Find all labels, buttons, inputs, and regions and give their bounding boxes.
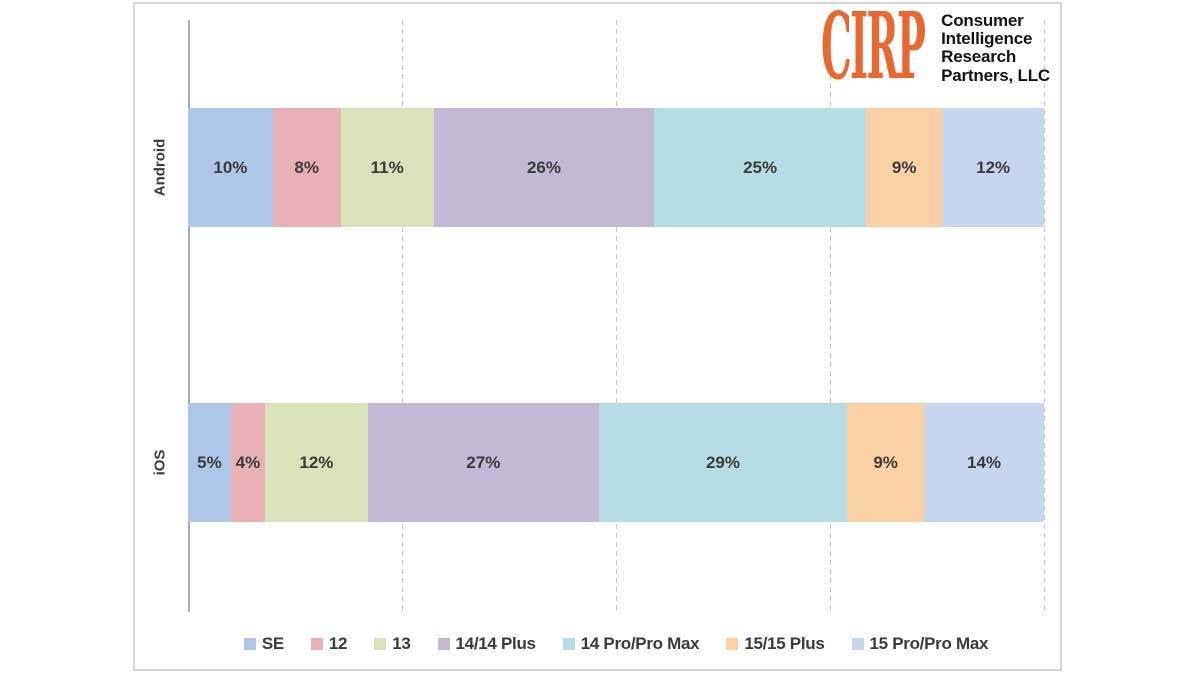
y-axis-label-box-android: Android <box>138 108 182 227</box>
y-axis-label-ios: iOS <box>151 449 169 476</box>
legend-label: 14 Pro/Pro Max <box>580 634 700 653</box>
legend-item-15-15-plus: 15/15 Plus <box>726 634 825 654</box>
segment-value-label: 4% <box>235 452 261 472</box>
segment-value-label: 12% <box>299 452 334 472</box>
legend-swatch <box>562 638 575 650</box>
bar-android: 10% 8% 11% 26% 25% 9% 12% <box>188 108 1044 227</box>
gridline-50 <box>616 20 617 612</box>
y-axis-line <box>188 20 190 612</box>
legend-label: 15 Pro/Pro Max <box>869 634 989 653</box>
legend-item-14-pro-pro-max: 14 Pro/Pro Max <box>562 634 700 654</box>
legend-swatch <box>851 638 864 650</box>
legend-label: 13 <box>392 634 411 653</box>
bar-segment-ios-14-14-plus: 27% <box>367 403 599 522</box>
legend-swatch <box>437 638 450 650</box>
segment-value-label: 11% <box>370 157 404 177</box>
bar-segment-android-14-pro-pro-max: 25% <box>654 108 867 227</box>
bar-segment-ios-se: 5% <box>188 403 231 522</box>
legend-item-15-pro-pro-max: 15 Pro/Pro Max <box>851 634 989 654</box>
bar-segment-ios-14-pro-pro-max: 29% <box>598 403 848 522</box>
cirp-logo: CIRP Consumer Intelligence Research Part… <box>821 0 1050 100</box>
legend-label: 14/14 Plus <box>455 634 536 653</box>
segment-value-label: 14% <box>967 452 1002 472</box>
bar-segment-android-se: 10% <box>188 108 273 227</box>
tagline-line: Consumer <box>941 11 1024 30</box>
segment-value-label: 10% <box>213 157 248 177</box>
bar-segment-ios-15-pro-pro-max: 14% <box>924 403 1044 522</box>
segment-value-label: 26% <box>526 157 561 177</box>
segment-value-label: 8% <box>294 157 319 177</box>
bar-segment-android-15-pro-pro-max: 12% <box>942 108 1044 227</box>
legend-item-13: 13 <box>374 634 411 654</box>
y-axis-label-android: Android <box>151 138 169 197</box>
segment-value-label: 25% <box>743 157 778 177</box>
gridline-100 <box>1044 20 1045 612</box>
legend-item-12: 12 <box>310 634 348 654</box>
bar-segment-android-12: 8% <box>272 108 341 227</box>
segment-value-label: 29% <box>705 452 740 472</box>
cirp-brand-text: CIRP <box>821 0 926 100</box>
y-axis-label-box-ios: iOS <box>138 403 182 522</box>
tagline-line: Intelligence <box>941 29 1033 49</box>
legend: SE 12 13 14/14 Plus 14 Pro/Pro Max 15/15 Plus… <box>188 634 1044 654</box>
legend-swatch <box>243 638 256 650</box>
bar-ios: 5% 4% 12% 27% 29% 9% 14% <box>188 403 1044 522</box>
bar-segment-ios-15-15-plus: 9% <box>847 403 925 522</box>
bar-segment-android-15-15-plus: 9% <box>866 108 943 227</box>
segment-value-label: 9% <box>873 452 898 472</box>
tagline-line: Research <box>941 47 1017 67</box>
legend-label: 12 <box>328 634 348 653</box>
gridline-25 <box>402 20 403 612</box>
bar-segment-ios-13: 12% <box>265 403 368 522</box>
cirp-logo-wordmark: CIRP <box>821 0 933 100</box>
tagline-line: Partners, LLC <box>941 65 1050 85</box>
legend-swatch <box>726 638 739 650</box>
segment-value-label: 9% <box>891 157 917 177</box>
legend-item-se: SE <box>243 634 284 654</box>
legend-label: SE <box>261 634 284 653</box>
bar-segment-android-14-14-plus: 26% <box>433 108 655 227</box>
bar-segment-ios-12: 4% <box>230 403 266 522</box>
bar-segment-android-13: 11% <box>340 108 434 227</box>
segment-value-label: 5% <box>197 452 222 472</box>
plot-area: 10% 8% 11% 26% 25% 9% 12% Android 5% 4% 12% 27% 29% 9… <box>152 20 1045 612</box>
legend-swatch <box>310 638 323 650</box>
segment-value-label: 12% <box>976 157 1011 177</box>
gridline-75 <box>830 20 831 612</box>
legend-item-14-14-plus: 14/14 Plus <box>437 634 536 654</box>
segment-value-label: 27% <box>466 452 501 472</box>
legend-label: 15/15 Plus <box>744 634 825 653</box>
chart-canvas: CIRP Consumer Intelligence Research Part… <box>133 0 1062 671</box>
cirp-logo-tagline: Consumer Intelligence Research Partners,… <box>941 10 1050 85</box>
legend-swatch <box>374 638 387 650</box>
